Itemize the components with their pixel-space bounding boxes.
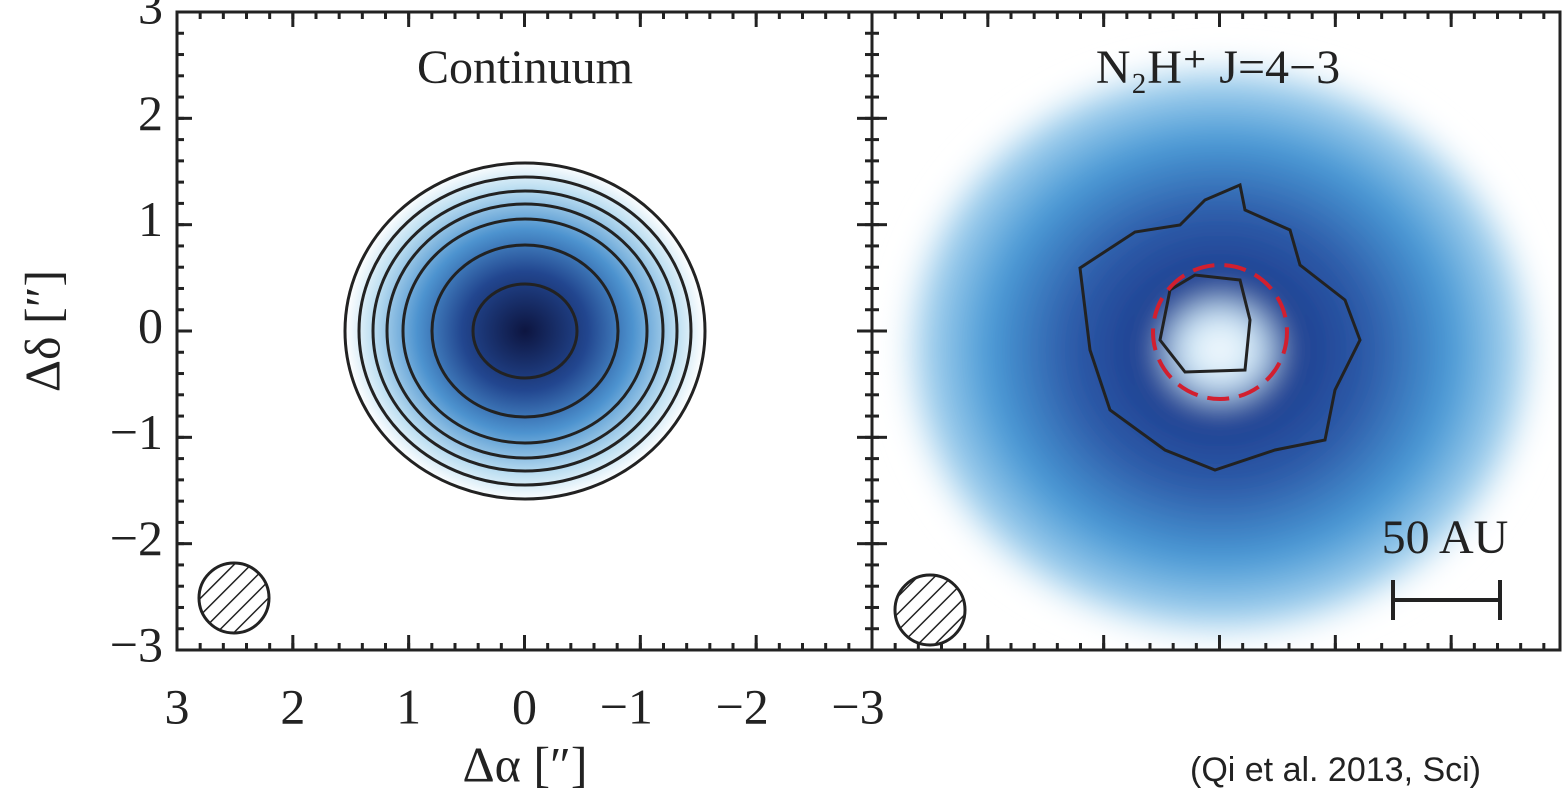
y-tick-label: 3 bbox=[138, 0, 163, 34]
beam bbox=[199, 563, 269, 633]
x-tick-label: −3 bbox=[831, 678, 884, 734]
x-tick-label: 1 bbox=[396, 678, 421, 734]
x-tick-label: 3 bbox=[165, 678, 190, 734]
panel-title: N₂H⁺ J=4−3 bbox=[1096, 41, 1340, 94]
x-axis-label: Δα [″] bbox=[463, 736, 588, 792]
y-tick-label: 0 bbox=[138, 297, 163, 353]
x-tick-label: −2 bbox=[716, 678, 769, 734]
beam bbox=[895, 575, 965, 645]
y-tick-label: −1 bbox=[110, 404, 163, 460]
y-axis-label: Δδ [″] bbox=[14, 270, 70, 392]
source: (Qi et al. 2013, Sci) bbox=[1190, 751, 1481, 789]
scale-label: 50 AU bbox=[1382, 511, 1509, 564]
y-tick-label: 2 bbox=[138, 85, 163, 141]
page: Continuum N₂H⁺ J=4−3 50 AU Δα [″] Δδ [″]… bbox=[0, 0, 1562, 803]
y-tick-label: 1 bbox=[138, 191, 163, 247]
panel-continuum bbox=[199, 161, 705, 633]
x-tick-label: −1 bbox=[600, 678, 653, 734]
y-tick-label: −3 bbox=[110, 616, 163, 672]
x-tick-label: 0 bbox=[512, 678, 537, 734]
y-tick-label: −2 bbox=[110, 510, 163, 566]
figure: Continuum N₂H⁺ J=4−3 50 AU Δα [″] Δδ [″]… bbox=[0, 0, 1562, 803]
x-tick-label: 2 bbox=[280, 678, 305, 734]
panel-title: Continuum bbox=[417, 41, 633, 94]
